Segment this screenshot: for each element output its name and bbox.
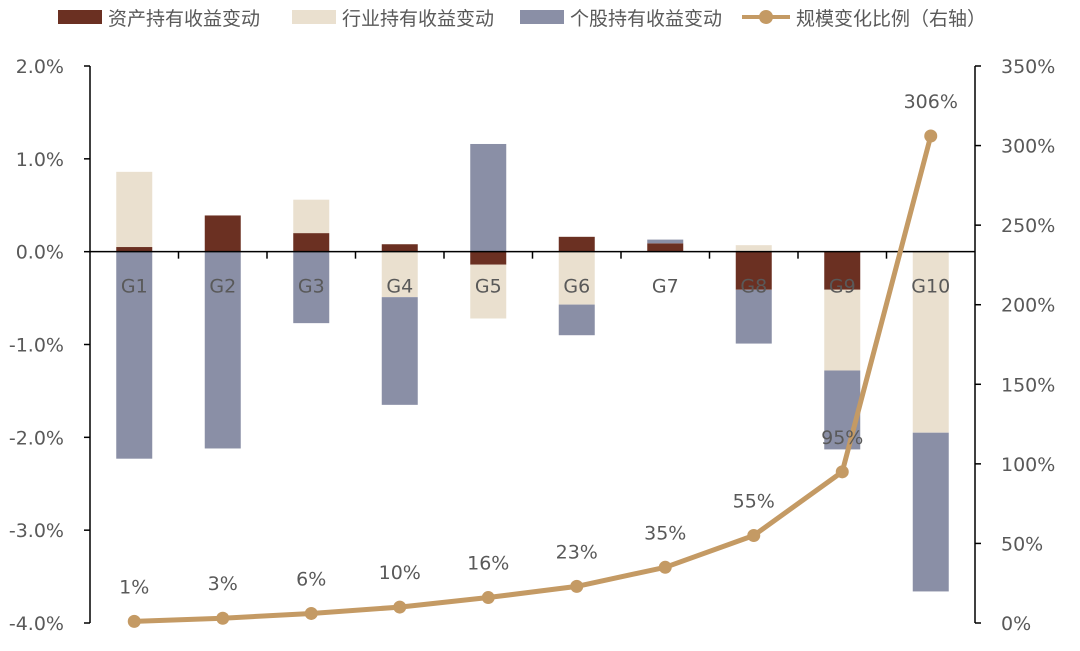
bar-industry-g5: [470, 264, 507, 319]
bar-industry-g9: [824, 289, 861, 371]
left-axis-tick-label: -2.0%: [9, 427, 64, 449]
legend-swatch-asset: [58, 10, 102, 24]
legend-item-stock: 个股持有收益变动: [520, 4, 722, 30]
line-label-g7: 35%: [644, 522, 686, 544]
bar-asset-g6: [558, 236, 595, 252]
bar-asset-g8: [735, 251, 772, 290]
bar-asset-g2: [204, 215, 241, 252]
x-axis-label-g1: G1: [121, 276, 148, 298]
stacked-bars: [116, 143, 949, 592]
bar-stock-g10: [912, 432, 949, 592]
legend-line-marker-icon: [742, 10, 790, 24]
line-label-g10: 306%: [904, 91, 958, 113]
legend-label-industry: 行业持有收益变动: [342, 7, 495, 30]
right-axis-tick-label: 50%: [1001, 533, 1043, 555]
right-axis-tick-label: 350%: [1001, 56, 1055, 78]
line-marker-g2: [216, 611, 230, 625]
x-axis-label-g5: G5: [475, 276, 502, 298]
legend-item-industry: 行业持有收益变动: [292, 4, 494, 30]
bar-stock-g3: [293, 251, 330, 324]
line-marker-g7: [658, 560, 672, 574]
bar-stock-g2: [204, 251, 241, 449]
left-axis-tick-label: -3.0%: [9, 520, 64, 542]
bar-industry-g8: [735, 245, 772, 252]
bar-asset-g9: [824, 251, 861, 290]
bar-stock-g7: [647, 239, 684, 244]
left-axis-tick-label: 2.0%: [16, 56, 64, 78]
line-label-g5: 16%: [467, 553, 509, 575]
x-axis-label-g9: G9: [829, 276, 856, 298]
bar-stock-g4: [381, 297, 418, 405]
line-marker-g9: [835, 465, 849, 479]
right-axis-tick-label: 200%: [1001, 295, 1055, 317]
line-label-g3: 6%: [296, 568, 326, 590]
bar-stock-g6: [558, 304, 595, 336]
line-marker-g5: [481, 591, 495, 605]
line-marker-g1: [127, 614, 141, 628]
scale-change-polyline: [131, 133, 934, 624]
bar-stock-g8: [735, 289, 772, 344]
bar-asset-g4: [381, 244, 418, 252]
x-axis-label-g10: G10: [911, 276, 950, 298]
bar-industry-g10: [912, 251, 949, 433]
x-axis-label-g2: G2: [209, 276, 236, 298]
x-axis-label-g7: G7: [652, 276, 679, 298]
right-axis-tick-label: 0%: [1001, 613, 1031, 635]
chart-legend: 资产持有收益变动 行业持有收益变动 个股持有收益变动 规模变化比例（右轴）: [0, 0, 1080, 34]
line-label-g6: 23%: [556, 541, 598, 563]
line-marker-g10: [924, 129, 938, 143]
line-marker-g8: [747, 528, 761, 542]
bar-industry-g6: [558, 251, 595, 305]
scale-change-line: [127, 129, 938, 628]
line-label-g9: 95%: [821, 427, 863, 449]
axes: 2.0% 1.0% 0.0% -1.0% -2.0% -3.0% -4.0% 350% 300%…: [9, 56, 1055, 635]
line-label-g8: 55%: [733, 490, 775, 512]
right-axis-tick-label: 300%: [1001, 136, 1055, 158]
x-axis-label-g6: G6: [563, 276, 590, 298]
bar-stock-g1: [116, 251, 153, 459]
bar-industry-g4: [381, 251, 418, 298]
legend-item-scale-change: 规模变化比例（右轴）: [742, 4, 986, 30]
x-axis-label-g3: G3: [298, 276, 325, 298]
right-axis-tick-label: 100%: [1001, 454, 1055, 476]
bar-stock-g9: [824, 370, 861, 450]
bar-asset-g7: [647, 243, 684, 252]
line-label-g1: 1%: [119, 576, 149, 598]
legend-label-asset: 资产持有收益变动: [108, 7, 261, 30]
legend-item-asset: 资产持有收益变动: [58, 4, 260, 30]
right-axis-tick-label: 250%: [1001, 215, 1055, 237]
left-axis-tick-label: -1.0%: [9, 335, 64, 357]
x-axis-label-g8: G8: [740, 276, 767, 298]
bar-asset-g3: [293, 233, 330, 252]
x-axis-label-g4: G4: [386, 276, 413, 298]
line-label-g2: 3%: [208, 573, 238, 595]
bar-industry-g3: [293, 199, 330, 234]
bar-industry-g1: [116, 171, 153, 248]
bar-stock-g5: [470, 143, 507, 252]
left-axis-tick-label: 0.0%: [16, 242, 64, 264]
legend-label-scale-change: 规模变化比例（右轴）: [796, 7, 987, 30]
line-data-labels: 1% 3% 6% 10% 16% 23% 35% 55% 95% 306%: [119, 91, 958, 598]
left-axis-tick-label: -4.0%: [9, 613, 64, 635]
x-axis-labels: G1 G2 G3 G4 G5 G6 G7 G8 G9 G10: [121, 276, 950, 298]
right-axis-tick-label: 150%: [1001, 374, 1055, 396]
line-marker-g3: [304, 606, 318, 620]
bar-asset-g1: [116, 247, 153, 252]
line-marker-g4: [393, 600, 407, 614]
legend-swatch-industry: [292, 10, 336, 24]
legend-label-stock: 个股持有收益变动: [570, 7, 723, 30]
legend-swatch-stock: [520, 10, 564, 24]
line-marker-g6: [570, 579, 584, 593]
bar-asset-g5: [470, 251, 507, 265]
left-axis-tick-label: 1.0%: [16, 149, 64, 171]
line-label-g4: 10%: [379, 562, 421, 584]
